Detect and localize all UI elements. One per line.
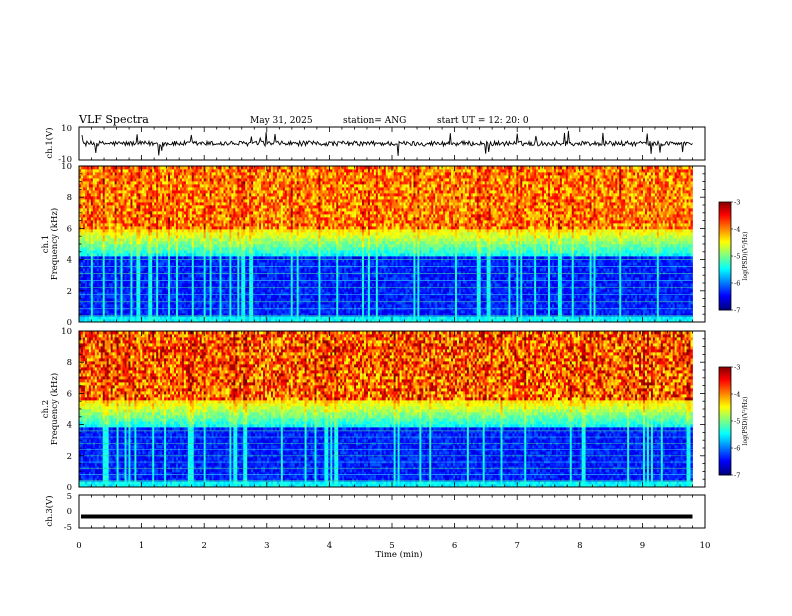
date-label: May 31, 2025: [250, 116, 313, 126]
station-label: station= ANG: [343, 116, 406, 126]
figure-title: VLF Spectra: [78, 113, 149, 126]
ch1-ytick-top: 10: [61, 124, 72, 134]
ch1-ylabel: ch.1(V): [44, 127, 55, 158]
ch1-waveform-panel: 10 -10 ch.1(V): [44, 124, 705, 165]
start-time-label: start UT = 12: 20: 0: [437, 116, 529, 126]
ch1-spectrogram-image: [79, 166, 705, 322]
ch1-waveform-line: [82, 131, 693, 156]
